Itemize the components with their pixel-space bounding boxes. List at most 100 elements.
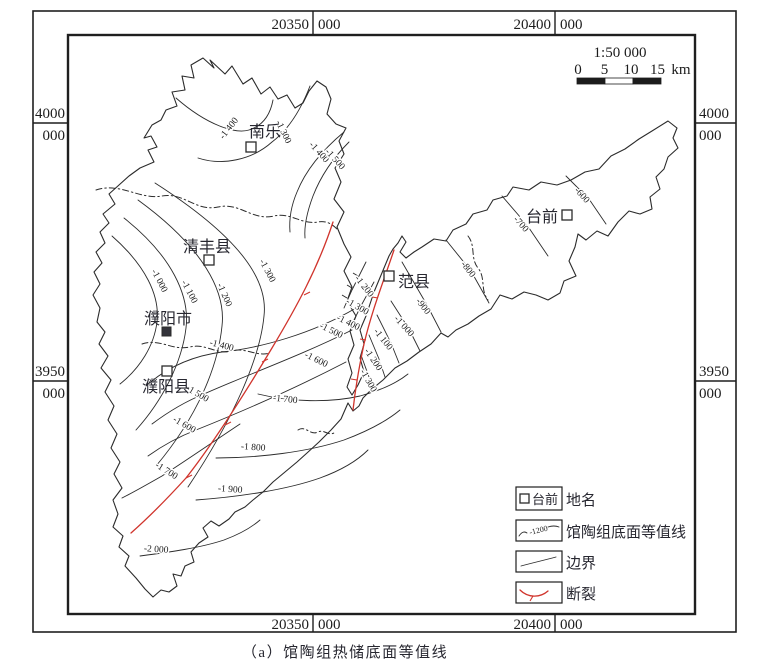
coord-label: 3950 xyxy=(35,364,65,380)
dashdot-line xyxy=(141,342,271,355)
town-marker xyxy=(245,141,257,153)
legend-item-boundary: 边界 xyxy=(515,550,596,573)
scale-bar-segment xyxy=(576,77,606,85)
contour-value-label: -1 900 xyxy=(218,484,243,496)
town-marker xyxy=(561,209,573,221)
legend-symbol-box xyxy=(515,486,563,511)
town-marker xyxy=(383,270,395,282)
map-frame xyxy=(66,33,697,616)
legend-item-fault: 断裂 xyxy=(515,581,596,604)
contour-line xyxy=(376,314,400,364)
legend-symbol-box xyxy=(515,581,563,604)
legend-symbol-box xyxy=(515,519,563,542)
scale-tick-label: 5 xyxy=(601,62,609,78)
contour-line xyxy=(154,182,265,488)
legend-item-label: 边界 xyxy=(566,555,596,572)
contour-value-label: -600 xyxy=(572,186,591,206)
scale-tick-label: 0 xyxy=(574,62,582,78)
scale-bar: 1:50 000 0 5 10 15 km xyxy=(574,45,691,85)
contour-line xyxy=(343,261,367,309)
contour-line-icon xyxy=(518,531,528,537)
town-marker-icon xyxy=(519,493,530,504)
coord-label: 000 xyxy=(318,17,341,33)
place-label: 濮阳市 xyxy=(144,310,192,328)
contour-value-label: -1 200 xyxy=(214,282,233,309)
dashdot-line xyxy=(95,187,339,231)
place-label: 濮阳县 xyxy=(142,378,190,396)
contour-line xyxy=(121,423,241,499)
contour-line xyxy=(360,354,374,392)
place-label: 范县 xyxy=(398,273,430,291)
contour-line-icon xyxy=(547,525,560,528)
place-label: 南乐 xyxy=(249,123,281,141)
contour-value-label: -1 600 xyxy=(171,415,197,436)
contour-value-label: -1 700 xyxy=(272,394,298,407)
contour-line xyxy=(445,239,490,304)
figure-caption: （a）馆陶组热储底面等值线 xyxy=(242,643,448,661)
contour-value-label: -1 300 xyxy=(257,258,277,285)
coord-label: 000 xyxy=(699,128,722,144)
coord-label: 000 xyxy=(699,386,722,402)
coord-label: 000 xyxy=(560,617,583,633)
fault-hachures xyxy=(185,291,311,479)
contour-value-label: -2 000 xyxy=(144,544,169,556)
scale-unit-label: km xyxy=(671,62,691,78)
city-marker xyxy=(161,326,172,337)
contour-line xyxy=(353,281,375,321)
legend-symbol-text: 台前 xyxy=(532,492,558,507)
contour-line xyxy=(123,217,187,431)
scale-tick-labels: 0 5 10 15 km xyxy=(574,62,691,78)
legend-item-place: 台前 地名 xyxy=(515,486,596,511)
scale-tick-label: 15 xyxy=(650,62,665,78)
fault-hachures xyxy=(350,296,379,381)
coord-label: 20350 xyxy=(272,17,310,33)
legend-item-label: 馆陶组底面等值线 xyxy=(566,523,686,541)
outer-neatline xyxy=(32,10,737,633)
contour-line xyxy=(139,519,261,557)
legend-item-label: 地名 xyxy=(566,492,596,509)
contour-line xyxy=(401,261,442,333)
contour-line xyxy=(257,373,409,402)
contour-value-label: -1 000 xyxy=(149,268,169,295)
fault-hachure-icon xyxy=(529,595,534,602)
contour-value-label: -900 xyxy=(413,297,432,317)
coord-label: 20400 xyxy=(514,17,552,33)
contour-value-label: -1 600 xyxy=(303,350,330,370)
coord-label: 3950 xyxy=(699,364,729,380)
coord-label: 20400 xyxy=(514,617,552,633)
dashdot-line xyxy=(467,235,489,301)
legend-symbol-box xyxy=(515,550,563,573)
contour-line xyxy=(215,409,401,459)
contour-line xyxy=(175,97,274,132)
contour-line xyxy=(195,449,369,501)
dashdot-lines xyxy=(95,187,489,435)
town-marker xyxy=(161,365,173,377)
fault-line-west xyxy=(130,221,334,534)
contour-line xyxy=(137,199,223,467)
contour-line xyxy=(565,175,607,225)
coord-label: 000 xyxy=(560,17,583,33)
contour-line xyxy=(197,85,311,162)
contour-line xyxy=(368,334,386,378)
fault-line-icon xyxy=(519,589,549,597)
town-marker xyxy=(203,254,215,266)
legend-item-label: 断裂 xyxy=(566,586,596,603)
graticule-ticks xyxy=(33,11,736,632)
contour-line xyxy=(304,141,350,239)
contour-value-label: -1 800 xyxy=(241,442,266,454)
scale-ratio: 1:50 000 xyxy=(594,45,647,61)
contour-value-label: -1 000 xyxy=(392,314,416,339)
contour-line xyxy=(151,329,353,425)
boundary-line-icon xyxy=(520,556,557,567)
scale-tick-label: 10 xyxy=(624,62,639,78)
margin-coordinates: 20350 000 20400 000 20350 000 20400 000 … xyxy=(35,17,729,633)
coord-label: 4000 xyxy=(35,106,65,122)
legend: 台前 地名 -1200 馆陶组底面等值线 边界 断裂 xyxy=(515,486,686,604)
legend-symbol-text: -1200 xyxy=(528,524,548,537)
contour-value-label: -1 400 xyxy=(218,116,241,142)
contour-line xyxy=(390,300,421,352)
contour-line xyxy=(147,361,347,457)
place-label: 清丰县 xyxy=(183,238,231,256)
